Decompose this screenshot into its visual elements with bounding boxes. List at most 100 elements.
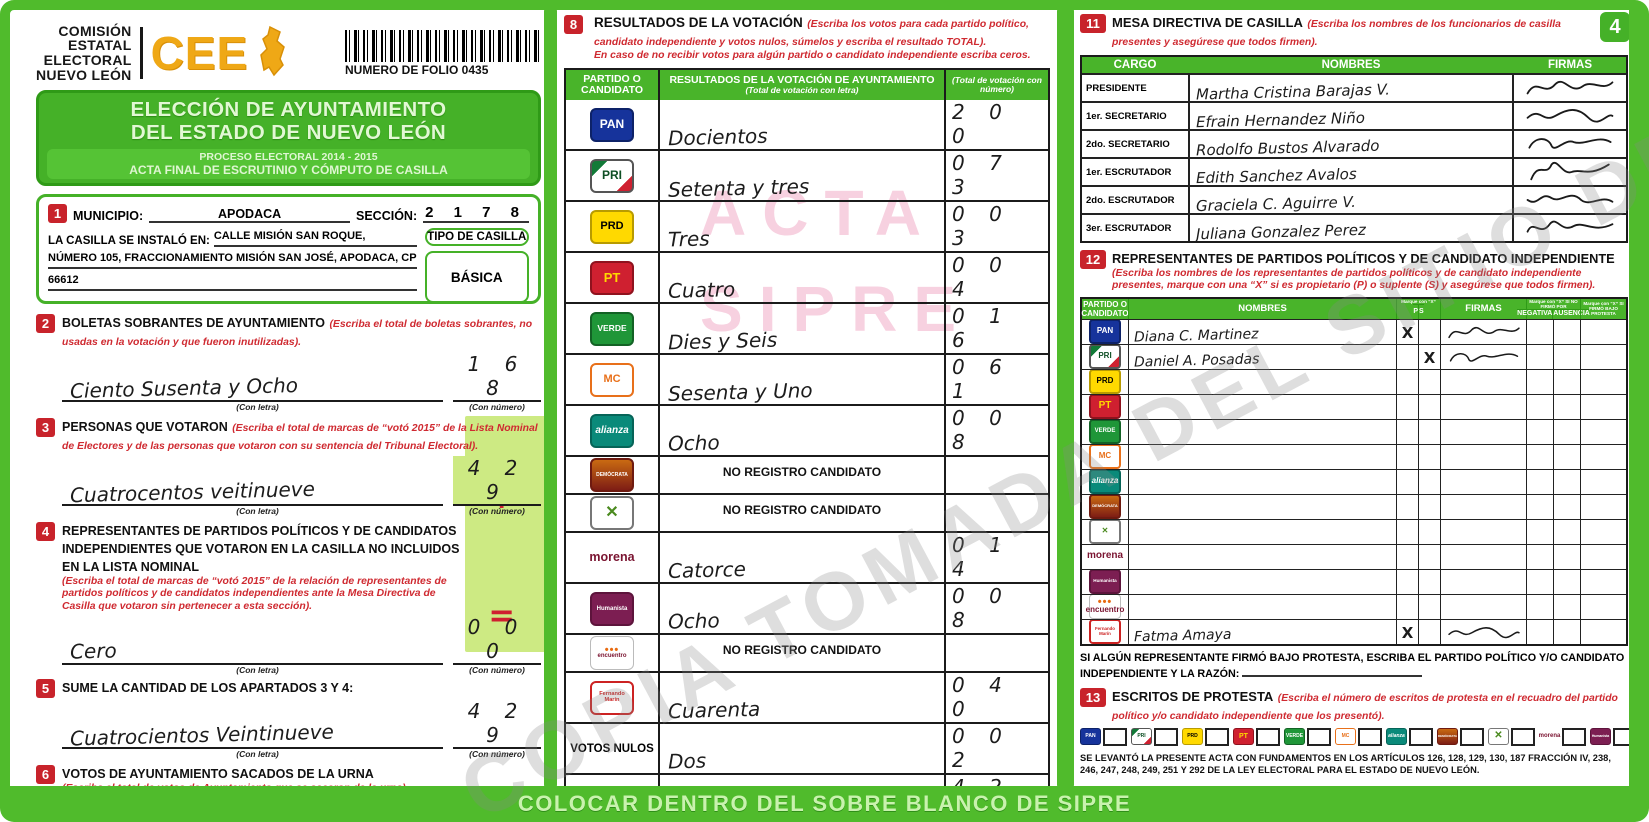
cargo-label: 2do. ESCRUTADOR [1086,194,1175,206]
con-letra-label: (Con letra) [236,402,279,412]
alianza-protesta-box [1409,727,1433,746]
cruzada-protesta-box [1511,727,1535,746]
morena-votes-numero: 0 1 4 [952,533,1011,582]
protest-note: SI ALGÚN REPRESENTANTE FIRMÓ BAJO PROTES… [1080,651,1628,681]
humanista-logo-icon: Humanista [590,591,634,626]
section-2-boletas-sobrantes: 2 BOLETAS SOBRANTES DE AYUNTAMIENTO (Esc… [36,314,541,412]
con-letra-label: (Con letra) [236,748,279,759]
mesa-directiva-table: CARGO NOMBRES FIRMAS PRESIDENTE Martha C… [1080,55,1628,243]
representantes-table: PARTIDO O CANDIDATO NOMBRES Marque con “… [1080,296,1628,646]
section-1-badge: 1 [48,204,67,223]
no-registro-text: NO REGISTRO CANDIDATO [722,465,882,480]
nueva-alianza-logo-icon: alianza [1089,469,1121,494]
democrata-logo-icon: DEMÓCRATA [1437,728,1458,746]
prd-logo-icon: PRD [1089,369,1121,394]
rep-row-prd: PRD [1082,368,1626,394]
protesta-humanista: Humanista [1590,727,1637,746]
morena-logo-icon: morena [1086,550,1124,562]
cargo-label: PRESIDENTE [1086,82,1147,94]
results-row-votos-nulos: VOTOS NULOS Dos 0 0 2 [566,724,1048,776]
col-letra-header: RESULTADOS DE LA VOTACIÓN DE AYUNTAMIENT… [658,70,946,101]
cruzada-ciudadana-logo-icon: ✕ [1488,728,1509,746]
nueva-alianza-logo-icon: alianza [590,413,634,448]
org-name: COMISIÓN ESTATAL ELECTORAL NUEVO LEÓN [36,23,132,83]
rep-row-pan: PAN Diana C. Martinez X [1082,318,1626,344]
col-firmas-header: FIRMAS [1440,298,1526,319]
subtitle-line: PROCESO ELECTORAL 2014 - 2015 [199,150,378,163]
equals-sign: = [488,596,515,634]
section-1-location: 1 MUNICIPIO: APODACA SECCIÓN: 2 1 7 8 LA… [36,194,541,304]
morena-votes-letra: Catorce [667,557,747,584]
results-row-pri: PRI Setenta y tres 0 7 3 [566,151,1048,203]
pt-votes-numero: 0 0 4 [952,253,1011,302]
col-numero-header: (Total de votación con número) [952,74,1042,95]
morena-logo-icon: morena [589,550,635,565]
section-11-instructions: (Escriba los nombres de los funcionarios… [1112,19,1561,48]
representantes-letra: Cero [69,638,118,664]
mesa-table-header: CARGO NOMBRES FIRMAS [1082,57,1626,73]
municipio-value: APODACA [149,207,350,223]
verde-protesta-box [1307,727,1331,746]
casilla-label: LA CASILLA SE INSTALÓ EN: [48,235,210,247]
verde-votes-letra: Dies y Seis [667,327,778,355]
section-6-title: VOTOS DE AYUNTAMIENTO SACADOS DE LA URNA [62,766,374,781]
col-party-header: PARTIDO O CANDIDATO [1081,299,1129,318]
pan-p-mark: X [1401,323,1414,342]
results-row-marin: Fernando Marín Cuarenta 0 4 0 [566,673,1048,725]
column-divider [1057,8,1074,788]
pt-logo-icon: PT [1089,394,1121,419]
protest-note-text: SI ALGÚN REPRESENTANTE FIRMÓ BAJO PROTES… [1080,651,1625,680]
seccion-label: SECCIÓN: [356,209,418,223]
section-8-badge: 8 [564,15,583,34]
results-row-pan: PAN Docientos 2 0 0 [566,100,1048,152]
election-title-banner: ELECCIÓN DE AYUNTAMIENTO DEL ESTADO DE N… [36,90,541,186]
escrutador3-signature [1526,220,1614,233]
sum-highlight-strip [465,416,547,652]
escrutador2-signature [1526,194,1614,204]
democrata-logo-icon: DEMÓCRATA [590,458,634,493]
nulos-votes-letra: Dos [667,748,707,774]
title-line: DEL ESTADO DE NUEVO LEÓN [130,120,447,144]
secretario1-nombre: Efrain Hernandez Niño [1195,108,1366,129]
pri-s-mark: X [1423,348,1436,367]
casilla-address: LA CASILLA SE INSTALÓ EN: CALLE MISIÓN S… [48,228,417,303]
results-row-pt: PT Cuatro 0 0 4 [566,253,1048,305]
seccion-value: 2 1 7 8 [423,204,529,223]
left-column: COMISIÓN ESTATAL ELECTORAL NUEVO LEÓN CE… [36,16,547,822]
pri-votes-numero: 0 7 3 [952,151,1011,200]
results-table-header: PARTIDO O CANDIDATO RESULTADOS DE LA VOT… [566,70,1048,101]
no-firmo-label: Marque con “X” SI NO FIRMÓ POR [1529,298,1578,309]
section-2-title: BOLETAS SOBRANTES DE AYUNTAMIENTO [62,316,325,330]
col-no-firmo-header: Marque con “X” SI NO FIRMÓ POR NEGATIVA A… [1517,298,1590,319]
municipio-label: MUNICIPIO: [73,209,144,223]
marin-votes-numero: 0 4 0 [952,673,1011,722]
pan-rep-nombre: Diana C. Martinez [1133,325,1259,344]
cargo-label: 3er. ESCRUTADOR [1086,222,1172,234]
presidente-signature [1526,81,1614,95]
pan-votes-letra: Docientos [667,123,768,151]
con-numero-label: (Con número) [469,748,525,759]
section-4-badge: 4 [36,522,55,541]
pan-votes-numero: 2 0 0 [952,100,1011,149]
pt-votes-letra: Cuatro [667,277,736,304]
marin-p-mark: X [1401,623,1414,642]
section-13-header: 13 ESCRITOS DE PROTESTA (Escriba el núme… [1080,687,1628,724]
representantes-table-header: PARTIDO O CANDIDATO NOMBRES Marque con “… [1081,298,1626,319]
cruzada-ciudadana-logo-icon: ✕ [1089,519,1121,544]
votos-nulos-label: VOTOS NULOS [570,742,654,755]
section-13-badge: 13 [1080,687,1106,707]
envelope-instruction-text: COLOCAR DENTRO DEL SOBRE BLANCO DE SIPRE [517,791,1132,816]
tipo-casilla-value: BÁSICA [424,251,529,303]
middle-column: 8 RESULTADOS DE LA VOTACIÓN (Escriba los… [564,14,1050,822]
tipo-casilla-label: TIPO DE CASILLA [424,228,529,246]
section-4-instructions: (Escriba el total de marcas de “votó 201… [62,576,447,612]
movimiento-ciudadano-logo-icon: MC [1335,728,1356,746]
movimiento-ciudadano-logo-icon: MC [590,362,634,397]
pri-votes-letra: Setenta y tres [667,174,810,203]
results-row-alianza: alianza Ocho 0 0 8 [566,406,1048,458]
col-protesta-header: Marque con “X” SI FIRMÓ BAJO PROTESTA [1580,298,1626,319]
rep-row-humanista: Humanista [1082,568,1626,594]
encuentro-social-logo-icon: encuentro [1639,728,1649,746]
envelope-instruction-bar: COLOCAR DENTRO DEL SOBRE BLANCO DE SIPRE [0,787,1649,821]
